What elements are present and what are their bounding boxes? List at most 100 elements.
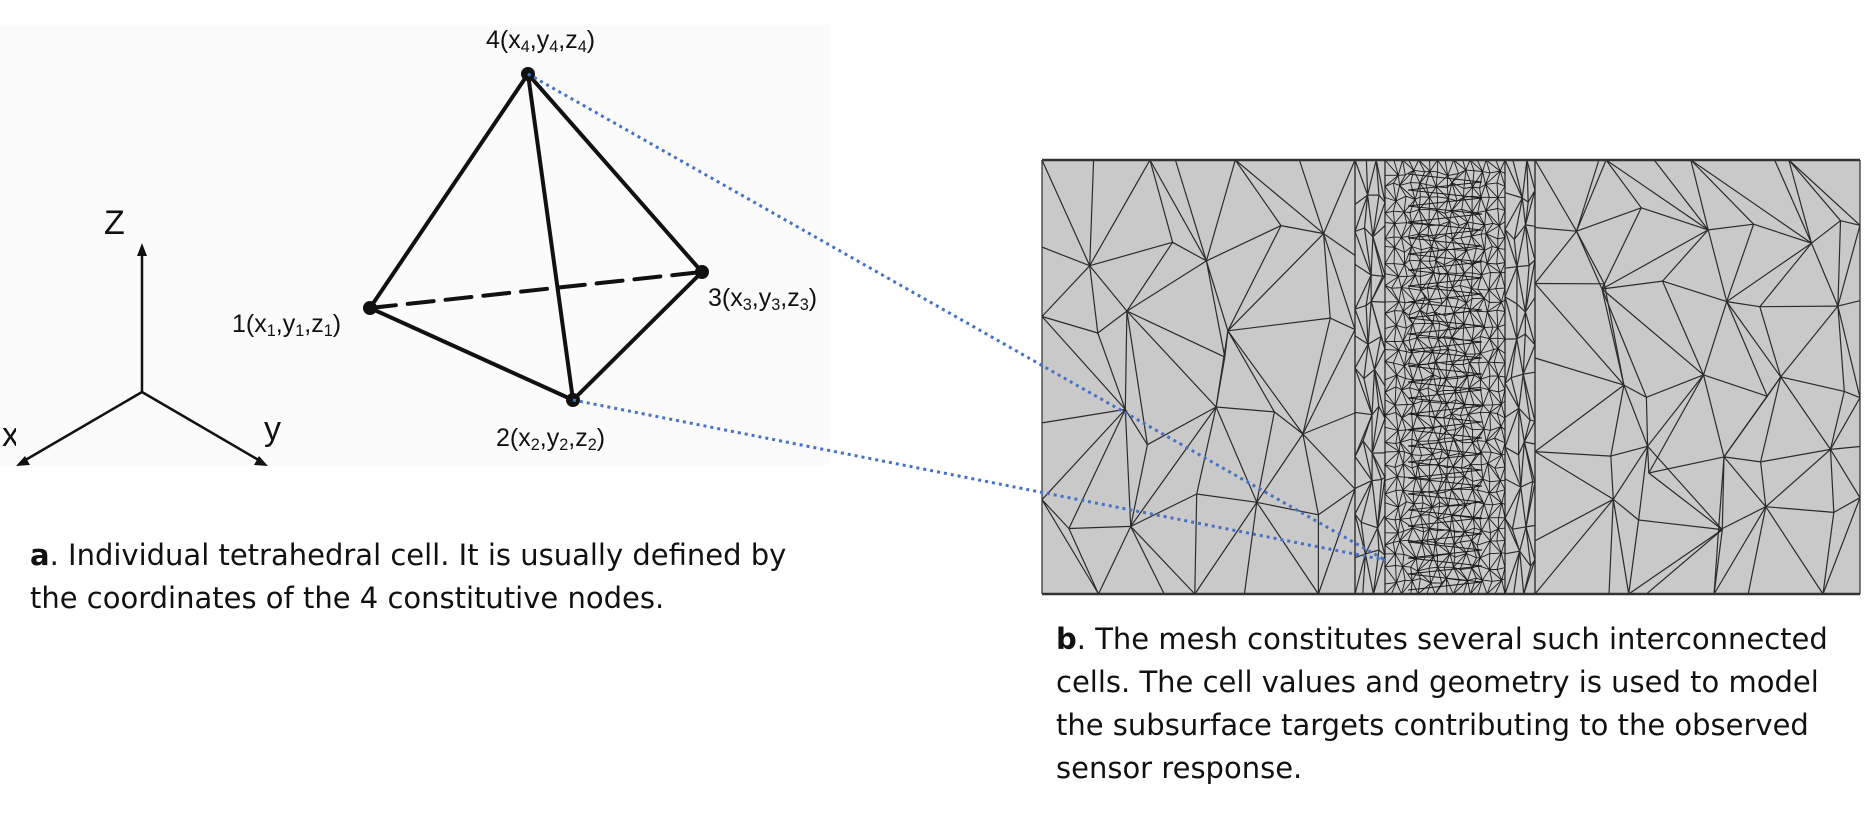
mesh-edge — [1467, 414, 1473, 430]
mesh-edge — [1477, 310, 1488, 313]
mesh-edge — [1476, 478, 1484, 491]
mesh-edge — [1774, 159, 1813, 244]
mesh-edge — [1428, 514, 1439, 520]
mesh-edge — [1501, 442, 1506, 456]
mesh-edge — [1435, 175, 1449, 187]
mesh-edge — [1428, 507, 1433, 515]
mesh-edge — [1196, 406, 1217, 495]
mesh-edge — [1417, 464, 1430, 467]
mesh-edge — [1396, 579, 1406, 583]
mesh-edge — [1126, 241, 1174, 312]
mesh-edge — [1489, 170, 1501, 174]
mesh-edge — [1520, 441, 1525, 488]
mesh-edge — [1497, 196, 1506, 199]
mesh-edge — [1833, 497, 1861, 513]
mesh-edge — [1413, 169, 1425, 173]
mesh-edge — [1471, 211, 1486, 226]
mesh-edge — [1432, 338, 1439, 352]
mesh-edge — [1417, 350, 1434, 366]
mesh-edge — [1429, 464, 1439, 480]
mesh-edge — [1488, 481, 1491, 493]
mesh-edge — [1480, 361, 1489, 380]
mesh-edge — [1487, 301, 1502, 313]
mesh-edge — [1384, 273, 1399, 277]
mesh-edge — [1446, 377, 1458, 380]
mesh-edge — [1384, 502, 1399, 508]
mesh-edge — [1492, 502, 1502, 506]
mesh-edge — [1480, 233, 1487, 235]
mesh-edge — [1522, 334, 1526, 375]
mesh-edge — [1601, 288, 1647, 398]
mesh-edge — [1575, 159, 1607, 232]
mesh-edge — [1463, 424, 1473, 431]
mesh-edge — [1443, 249, 1447, 265]
mesh-edge — [1089, 159, 1095, 266]
mesh-edge — [1476, 311, 1485, 328]
mesh-edge — [1504, 383, 1520, 409]
mesh-edge — [1480, 260, 1483, 275]
mesh-edge — [1448, 313, 1455, 327]
mesh-edge — [1511, 486, 1522, 530]
edge-1-3-hidden — [368, 270, 704, 310]
mesh-edge — [1471, 274, 1482, 289]
mesh-edge — [1479, 517, 1489, 520]
mesh-edge — [1504, 377, 1512, 384]
mesh-edge — [1463, 272, 1472, 289]
y-axis-arrowhead — [254, 456, 268, 466]
mesh-edge — [1443, 417, 1447, 431]
node-2-index: 2 — [496, 424, 510, 452]
mesh-edge — [1370, 236, 1374, 276]
mesh-edge — [1422, 400, 1430, 403]
mesh-edge — [1408, 260, 1416, 276]
mesh-edge — [1462, 362, 1470, 365]
mesh-edge — [1408, 301, 1416, 316]
mesh-edge — [1089, 159, 1151, 266]
mesh-edge — [1400, 222, 1408, 238]
mesh-edge — [1437, 338, 1449, 350]
mesh-edge — [1429, 159, 1431, 172]
mesh-edge — [1492, 222, 1500, 227]
mesh-edge — [1459, 404, 1465, 416]
mesh-edge — [1394, 211, 1405, 224]
mesh-edge — [1407, 237, 1483, 247]
mesh-edge — [1147, 406, 1217, 446]
mesh-edge — [1485, 159, 1501, 172]
mesh-edge — [1384, 223, 1395, 239]
mesh-edge — [1378, 194, 1386, 203]
mesh-edge — [1488, 361, 1499, 377]
mesh-edge — [1760, 376, 1782, 463]
mesh-edge — [1354, 440, 1364, 457]
mesh-edge — [1402, 489, 1415, 505]
mesh-edge — [1462, 159, 1467, 171]
mesh-edge — [1447, 258, 1457, 274]
mesh-edge — [1448, 326, 1457, 329]
mesh-edge — [1399, 519, 1405, 532]
mesh-edge — [1397, 417, 1403, 431]
mesh-edge — [1432, 361, 1436, 375]
mesh-edge — [1395, 490, 1399, 508]
mesh-edge — [1495, 287, 1506, 290]
mesh-edge — [1500, 540, 1506, 554]
mesh-edge — [1747, 506, 1767, 595]
mesh-edge — [1492, 403, 1502, 406]
mesh-edge — [1408, 287, 1422, 291]
mesh-edge — [1373, 336, 1382, 370]
mesh-edge — [1354, 263, 1372, 276]
mesh-edge — [1420, 515, 1425, 533]
mesh-edge — [1371, 418, 1386, 454]
mesh-edge — [1498, 503, 1503, 518]
mesh-edge — [1497, 337, 1506, 340]
mesh-edge — [1394, 310, 1397, 326]
mesh-edge — [1484, 210, 1487, 226]
mesh-edge — [1465, 505, 1474, 519]
mesh-edge — [1500, 389, 1506, 405]
mesh-edge — [1707, 229, 1728, 302]
mesh-edge — [1372, 225, 1386, 238]
mesh-edge — [1467, 577, 1477, 581]
mesh-edge — [1419, 387, 1429, 392]
node-3-x-sub: 3 — [742, 296, 752, 313]
mesh-edge — [1422, 374, 1434, 381]
mesh-edge — [1486, 581, 1493, 595]
mesh-edge — [1393, 237, 1396, 248]
mesh-edge — [1393, 210, 1405, 213]
